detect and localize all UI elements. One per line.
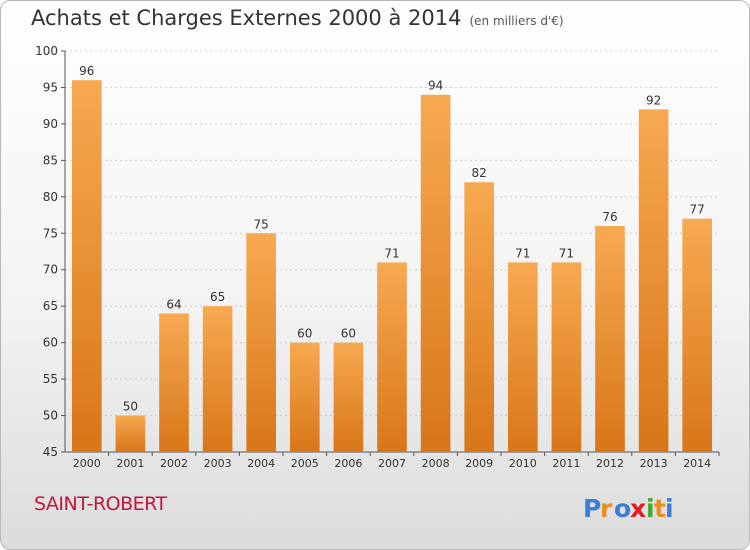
bar-2013	[638, 109, 669, 452]
y-tick-label: 70	[43, 263, 58, 277]
logo-image: Pr ox i t i	[583, 494, 674, 523]
y-tick-label: 50	[43, 409, 58, 423]
bar-2005	[289, 342, 320, 452]
bar-2009	[464, 182, 495, 452]
x-tick-label: 2011	[552, 457, 580, 470]
bar-2008	[420, 94, 451, 452]
x-tick-label: 2007	[378, 457, 406, 470]
bar-2002	[159, 313, 189, 452]
y-tick-label: 95	[43, 80, 58, 94]
data-labels: 96 2000 50 2001 64 2002 65 2003 75 2004 60 2005 60 20…	[73, 64, 711, 470]
data-label: 65	[210, 290, 225, 304]
y-tick-label: 60	[43, 336, 58, 350]
data-label: 76	[602, 210, 617, 224]
data-label: 94	[428, 79, 443, 93]
chart-title: Achats et Charges Externes 2000 à 2014 (e…	[31, 6, 564, 30]
y-tick-label: 55	[43, 372, 58, 386]
x-tick-label: 2009	[465, 457, 493, 470]
bar-2014	[682, 218, 713, 452]
bar-2011	[551, 262, 582, 452]
y-tick-label: 80	[43, 190, 58, 204]
logo-letter: P	[583, 494, 601, 523]
x-tick-label: 2012	[596, 457, 624, 470]
data-label: 92	[646, 93, 661, 107]
y-tick-label: 75	[43, 226, 58, 240]
data-label: 96	[79, 64, 94, 78]
x-tick-label: 2014	[683, 457, 711, 470]
y-tick-label: 90	[43, 117, 58, 131]
logo-letter: x	[630, 494, 646, 523]
x-tick-label: 2013	[640, 457, 668, 470]
y-tick-label: 65	[43, 299, 58, 313]
y-tick-label: 45	[43, 445, 58, 459]
x-tick-label: 2006	[334, 457, 362, 470]
bar-2006	[333, 342, 364, 452]
bar-2004	[246, 233, 277, 452]
logo-letter: i	[646, 494, 655, 523]
data-label: 60	[341, 327, 356, 341]
bar-2012	[595, 225, 625, 452]
logo-letter: o	[614, 494, 631, 523]
logo-letter: i	[665, 494, 674, 523]
logo-letter: t	[654, 494, 666, 523]
data-label: 71	[515, 246, 530, 260]
x-tick-label: 2010	[509, 457, 537, 470]
bar-2000	[71, 80, 102, 452]
logo-letter: r	[600, 494, 613, 523]
bar-2003	[202, 306, 233, 452]
chart-subtitle: (en milliers d'€)	[469, 14, 564, 28]
y-tick-label: 100	[35, 44, 58, 58]
place-name: SAINT-ROBERT	[34, 493, 167, 515]
data-label: 71	[384, 246, 399, 260]
data-label: 60	[297, 327, 312, 341]
data-label: 71	[559, 246, 574, 260]
data-label: 75	[254, 217, 269, 231]
x-tick-label: 2003	[204, 457, 232, 470]
x-tick-label: 2000	[73, 457, 101, 470]
x-tick-label: 2001	[116, 457, 144, 470]
x-tick-label: 2004	[247, 457, 275, 470]
data-label: 50	[123, 400, 138, 414]
data-label: 77	[690, 203, 705, 217]
data-label: 82	[472, 166, 487, 180]
x-tick-label: 2005	[291, 457, 319, 470]
bars	[71, 80, 713, 452]
bar-2010	[507, 262, 538, 452]
x-tick-label: 2008	[422, 457, 450, 470]
bar-2001	[115, 415, 146, 452]
y-tick-label: 85	[43, 153, 58, 167]
x-tick-label: 2002	[160, 457, 188, 470]
data-label: 64	[166, 297, 181, 311]
title-text: Achats et Charges Externes 2000 à 2014	[31, 6, 462, 30]
bar-2007	[377, 262, 407, 452]
